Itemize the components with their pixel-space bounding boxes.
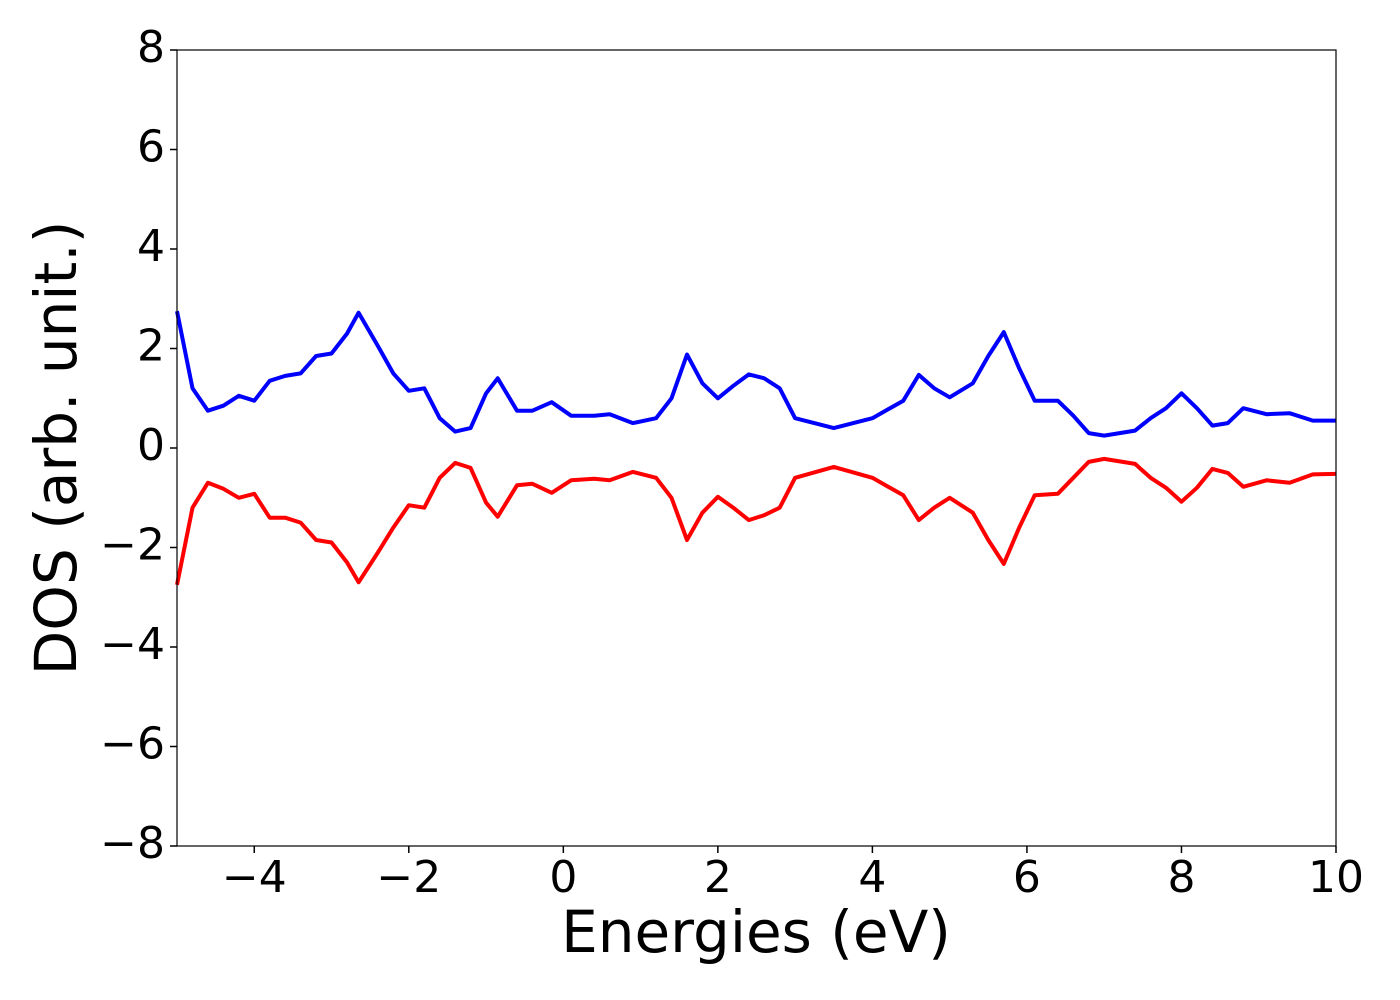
- x-tick-label: 10: [1308, 852, 1364, 903]
- y-tick-label: −2: [100, 520, 165, 571]
- x-tick-label: −4: [222, 852, 287, 903]
- y-axis-label: DOS (arb. unit.): [22, 221, 90, 676]
- x-tick-label: 0: [549, 852, 577, 903]
- x-tick-label: 8: [1167, 852, 1195, 903]
- x-tick-label: −2: [376, 852, 441, 903]
- y-tick-label: −4: [100, 619, 165, 670]
- x-tick-label: 2: [704, 852, 732, 903]
- y-tick-label: 8: [137, 22, 165, 73]
- x-tick-label: 4: [858, 852, 886, 903]
- line-series: [175, 310, 1336, 438]
- y-tick-label: 4: [137, 221, 165, 272]
- x-tick-label: 6: [1013, 852, 1041, 903]
- plot-frame: [176, 49, 1337, 847]
- y-tick-label: 2: [137, 321, 165, 372]
- y-tick-label: 6: [137, 122, 165, 173]
- x-axis-label: Energies (eV): [561, 898, 951, 966]
- y-tick-label: 0: [137, 420, 165, 471]
- y-tick-label: −6: [100, 719, 165, 770]
- y-tick-label: −8: [100, 818, 165, 869]
- line-series: [175, 456, 1337, 586]
